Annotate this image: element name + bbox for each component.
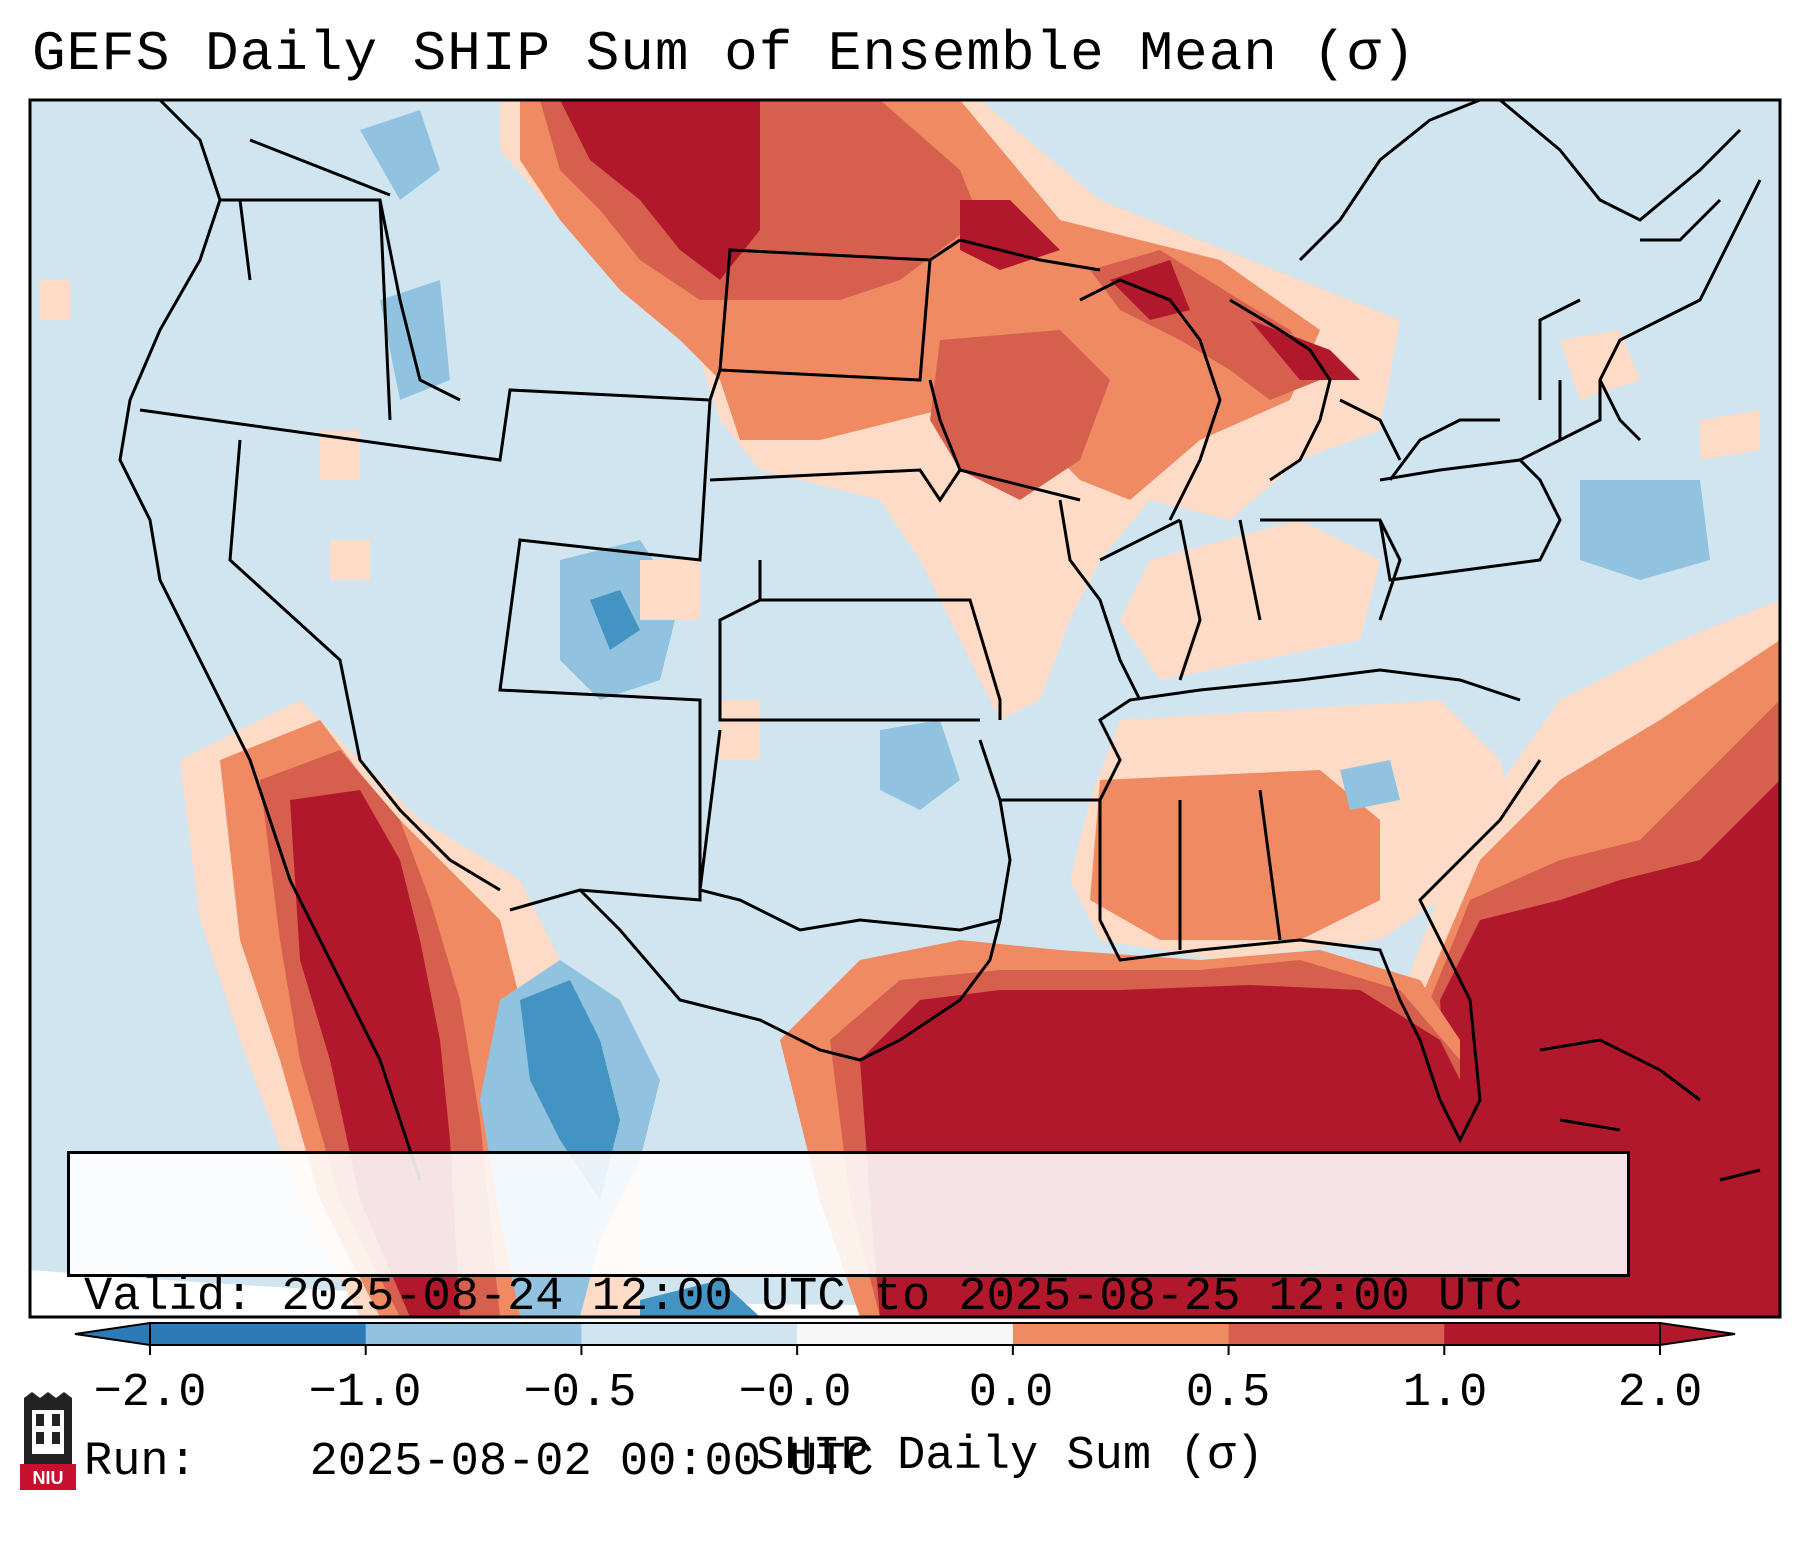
valid-value: 2025-08-24 12:00 UTC to 2025-08-25 12:00… xyxy=(281,1271,1523,1324)
colorbar-segment xyxy=(1228,1323,1445,1345)
colorbar-segment xyxy=(1444,1323,1661,1345)
colorbar-tick-label: 0.5 xyxy=(1185,1367,1271,1420)
run-label: Run: xyxy=(84,1436,197,1489)
colorbar-tick-label: −0.5 xyxy=(523,1367,637,1420)
colorbar-tick-label: −1.0 xyxy=(308,1367,422,1420)
chart-title: GEFS Daily SHIP Sum of Ensemble Mean (σ) xyxy=(32,22,1417,86)
colorbar-tick-label: 1.0 xyxy=(1402,1367,1488,1420)
logo-text: NIU xyxy=(33,1468,64,1488)
colorbar xyxy=(74,1321,1736,1355)
valid-line: Valid: 2025-08-24 12:00 UTC to 2025-08-2… xyxy=(84,1270,1627,1325)
run-value: 2025-08-02 00:00 UTC xyxy=(309,1436,874,1489)
niu-logo: NIU xyxy=(20,1392,76,1490)
colorbar-segment xyxy=(797,1323,1014,1345)
colorbar-segment xyxy=(150,1323,367,1345)
run-line: Run: 2025-08-02 00:00 UTC xyxy=(84,1435,1627,1490)
state-borders xyxy=(118,100,1762,1181)
colorbar-tick-label: 0.0 xyxy=(968,1367,1054,1420)
valid-label: Valid: xyxy=(84,1271,254,1324)
colorbar-segment xyxy=(365,1323,582,1345)
colorbar-segment xyxy=(581,1323,798,1345)
colorbar-tick-label: 2.0 xyxy=(1617,1367,1703,1420)
colorbar-label: SHIP Daily Sum (σ) xyxy=(756,1430,1264,1483)
colorbar-extend-low xyxy=(74,1321,151,1347)
anomaly-region xyxy=(560,100,760,280)
colorbar-extend-high xyxy=(1659,1321,1736,1347)
info-box: Valid: 2025-08-24 12:00 UTC to 2025-08-2… xyxy=(67,1151,1630,1489)
map-frame xyxy=(28,98,1782,1319)
colorbar-tick-label: −2.0 xyxy=(93,1367,207,1420)
colorbar-tick-label: −0.0 xyxy=(738,1367,852,1420)
colorbar-segment xyxy=(1012,1323,1230,1345)
